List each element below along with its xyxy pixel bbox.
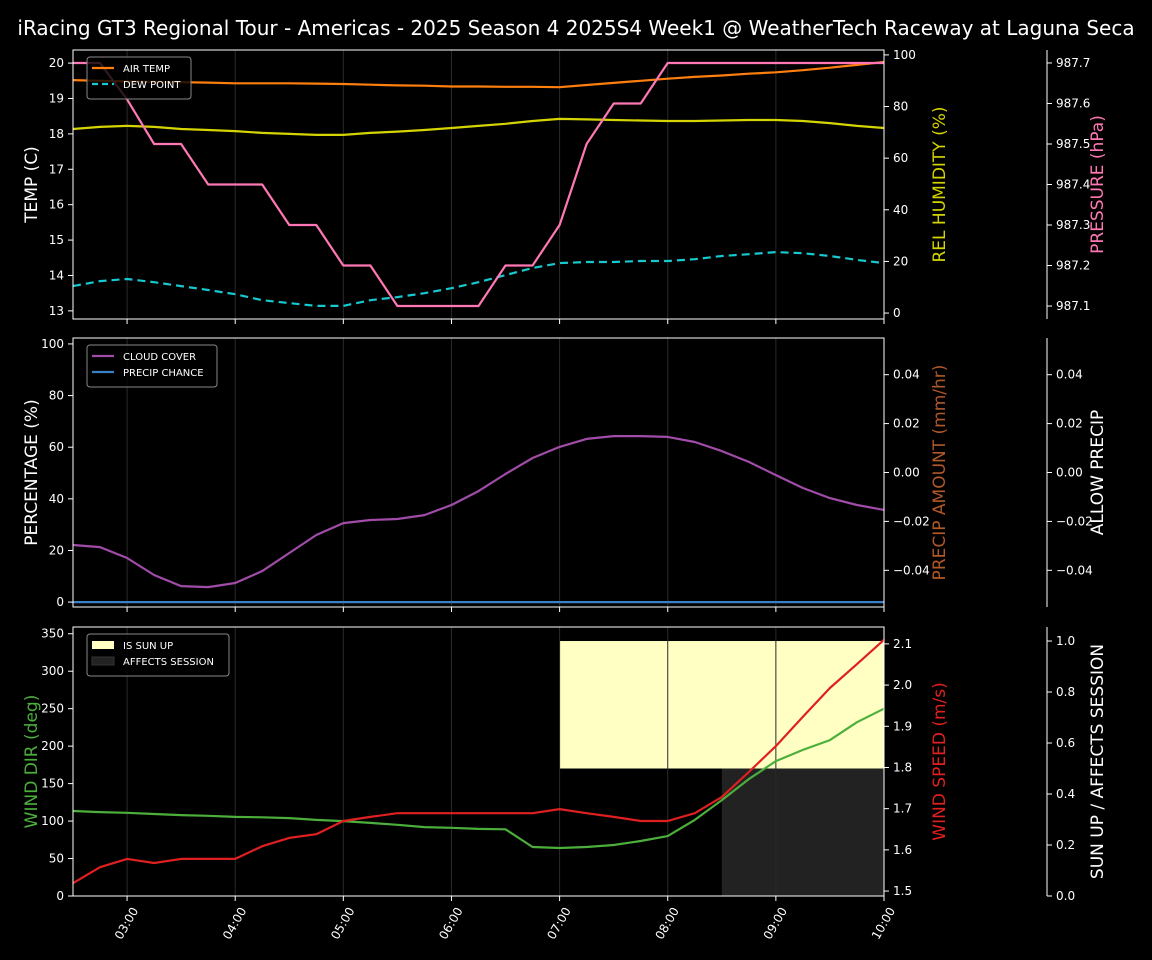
right-tick-label: 1.9 xyxy=(893,719,912,733)
right2-tick-label: −0.04 xyxy=(1056,563,1093,577)
left-tick-label: 17 xyxy=(49,162,64,176)
legend: AIR TEMP DEW POINT xyxy=(86,56,192,100)
panel-2: 0 20 40 60 80 100 PERCENTAGE (%) −0.04 −0.02 0.00… xyxy=(22,337,1108,612)
series-line-wind-dir xyxy=(72,707,885,850)
left-tick-label: 200 xyxy=(41,739,64,753)
legend-swatch xyxy=(91,656,115,666)
legend-label: CLOUD COVER xyxy=(123,352,196,363)
right2-tick-label: 0.4 xyxy=(1056,787,1075,801)
series-line-rel-humidity xyxy=(72,117,885,136)
left-tick-label: 50 xyxy=(49,852,64,866)
legend: CLOUD COVER PRECIP CHANCE xyxy=(86,344,218,388)
right-tick-label: 0.00 xyxy=(893,466,920,480)
right-axis-label: WIND SPEED (m/s) xyxy=(930,682,950,840)
right-tick-label: 0.02 xyxy=(893,417,920,431)
right-tick-label: 20 xyxy=(893,254,908,268)
left-tick-label: 20 xyxy=(49,56,64,70)
right2-tick-label: 0.04 xyxy=(1056,368,1083,382)
right2-tick-label: −0.02 xyxy=(1056,514,1093,528)
legend-label: IS SUN UP xyxy=(123,641,173,652)
right-tick-label: 100 xyxy=(893,48,916,62)
right2-tick-label: 0.00 xyxy=(1056,466,1083,480)
left-tick-label: 19 xyxy=(49,91,64,105)
band-affects-session xyxy=(721,768,884,896)
right-tick-label: 1.7 xyxy=(893,802,912,816)
series-line-pressure xyxy=(73,61,884,308)
right2-tick-label: 987.7 xyxy=(1056,56,1090,70)
left-tick-label: 350 xyxy=(41,627,64,641)
right-tick-label: 40 xyxy=(893,203,908,217)
right-tick-label: 2.1 xyxy=(893,637,912,651)
legend: IS SUN UP AFFECTS SESSION xyxy=(86,633,230,677)
right-tick-label: 60 xyxy=(893,151,908,165)
right2-tick-label: 0.02 xyxy=(1056,417,1083,431)
legend-label: PRECIP CHANCE xyxy=(123,368,204,379)
legend-frame xyxy=(86,633,230,677)
right2-tick-label: 987.2 xyxy=(1056,259,1090,273)
legend-label: DEW POINT xyxy=(123,80,181,91)
right2-tick-label: 987.5 xyxy=(1056,137,1090,151)
right2-tick-label: 987.6 xyxy=(1056,96,1090,110)
right-axis-label: REL HUMIDITY (%) xyxy=(930,106,950,262)
right-tick-label: 0.04 xyxy=(893,368,920,382)
left-axis-label: WIND DIR (deg) xyxy=(22,695,42,829)
right-tick-label: 2.0 xyxy=(893,678,912,692)
series-line-wind-speed xyxy=(72,638,885,885)
panel-frame xyxy=(72,626,885,897)
right2-tick-label: 1.0 xyxy=(1056,634,1075,648)
series-line-cloud-cover xyxy=(72,435,885,589)
series-line-dew-point xyxy=(72,251,885,307)
right2-tick-label: 0.8 xyxy=(1056,685,1075,699)
right2-tick-label: 987.4 xyxy=(1056,178,1090,192)
left-tick-label: 15 xyxy=(49,233,64,247)
band-is-sun-up xyxy=(559,641,884,769)
left-tick-label: 14 xyxy=(49,268,64,282)
left-tick-label: 100 xyxy=(41,814,64,828)
right2-tick-label: 0.0 xyxy=(1056,889,1075,903)
left-tick-label: 0 xyxy=(56,889,64,903)
right-tick-label: −0.04 xyxy=(893,563,930,577)
left-tick-label: 13 xyxy=(49,304,64,318)
right2-axis-label: ALLOW PRECIP xyxy=(1088,410,1108,536)
legend-label: AIR TEMP xyxy=(123,64,170,75)
left-tick-label: 60 xyxy=(49,440,64,454)
right-tick-label: 1.8 xyxy=(893,760,912,774)
panel-frame xyxy=(72,49,885,320)
left-tick-label: 40 xyxy=(49,492,64,506)
right2-tick-label: 987.3 xyxy=(1056,218,1090,232)
left-tick-label: 100 xyxy=(41,337,64,351)
left-tick-label: 150 xyxy=(41,777,64,791)
right-tick-label: 1.5 xyxy=(893,884,912,898)
left-tick-label: 16 xyxy=(49,198,64,212)
left-axis-label: TEMP (C) xyxy=(22,146,42,224)
plot-area: 13 14 15 16 17 18 19 20 TEMP (C) 0 20 40 60 80 100 REL … xyxy=(22,48,1108,942)
left-tick-label: 80 xyxy=(49,389,64,403)
chart-title: iRacing GT3 Regional Tour - Americas - 2… xyxy=(17,16,1134,40)
panel-1: 13 14 15 16 17 18 19 20 TEMP (C) 0 20 40 60 80 100 REL … xyxy=(22,48,1108,324)
right2-tick-label: 987.1 xyxy=(1056,299,1090,313)
left-tick-label: 250 xyxy=(41,702,64,716)
left-tick-label: 0 xyxy=(56,595,64,609)
left-tick-label: 300 xyxy=(41,664,64,678)
legend-label: AFFECTS SESSION xyxy=(123,657,214,668)
right-tick-label: −0.02 xyxy=(893,514,930,528)
legend-frame xyxy=(86,344,218,388)
right-tick-label: 1.6 xyxy=(893,843,912,857)
right2-axis-label: SUN UP / AFFECTS SESSION xyxy=(1088,644,1108,879)
right-axis-label: PRECIP AMOUNT (mm/hr) xyxy=(930,365,950,581)
series-line-air-temp xyxy=(72,60,885,89)
panel-3: 0 50 100 150 200 250 300 350 WIND DIR (deg) 1.5 1.… xyxy=(22,626,1108,942)
left-axis-label: PERCENTAGE (%) xyxy=(22,399,42,545)
right2-tick-label: 0.6 xyxy=(1056,736,1075,750)
left-tick-label: 18 xyxy=(49,127,64,141)
right2-axis-label: PRESSURE (hPa) xyxy=(1088,115,1108,254)
right-tick-label: 80 xyxy=(893,100,908,114)
right-tick-label: 0 xyxy=(893,306,901,320)
right2-tick-label: 0.2 xyxy=(1056,838,1075,852)
legend-swatch xyxy=(92,641,114,649)
left-tick-label: 20 xyxy=(49,543,64,557)
